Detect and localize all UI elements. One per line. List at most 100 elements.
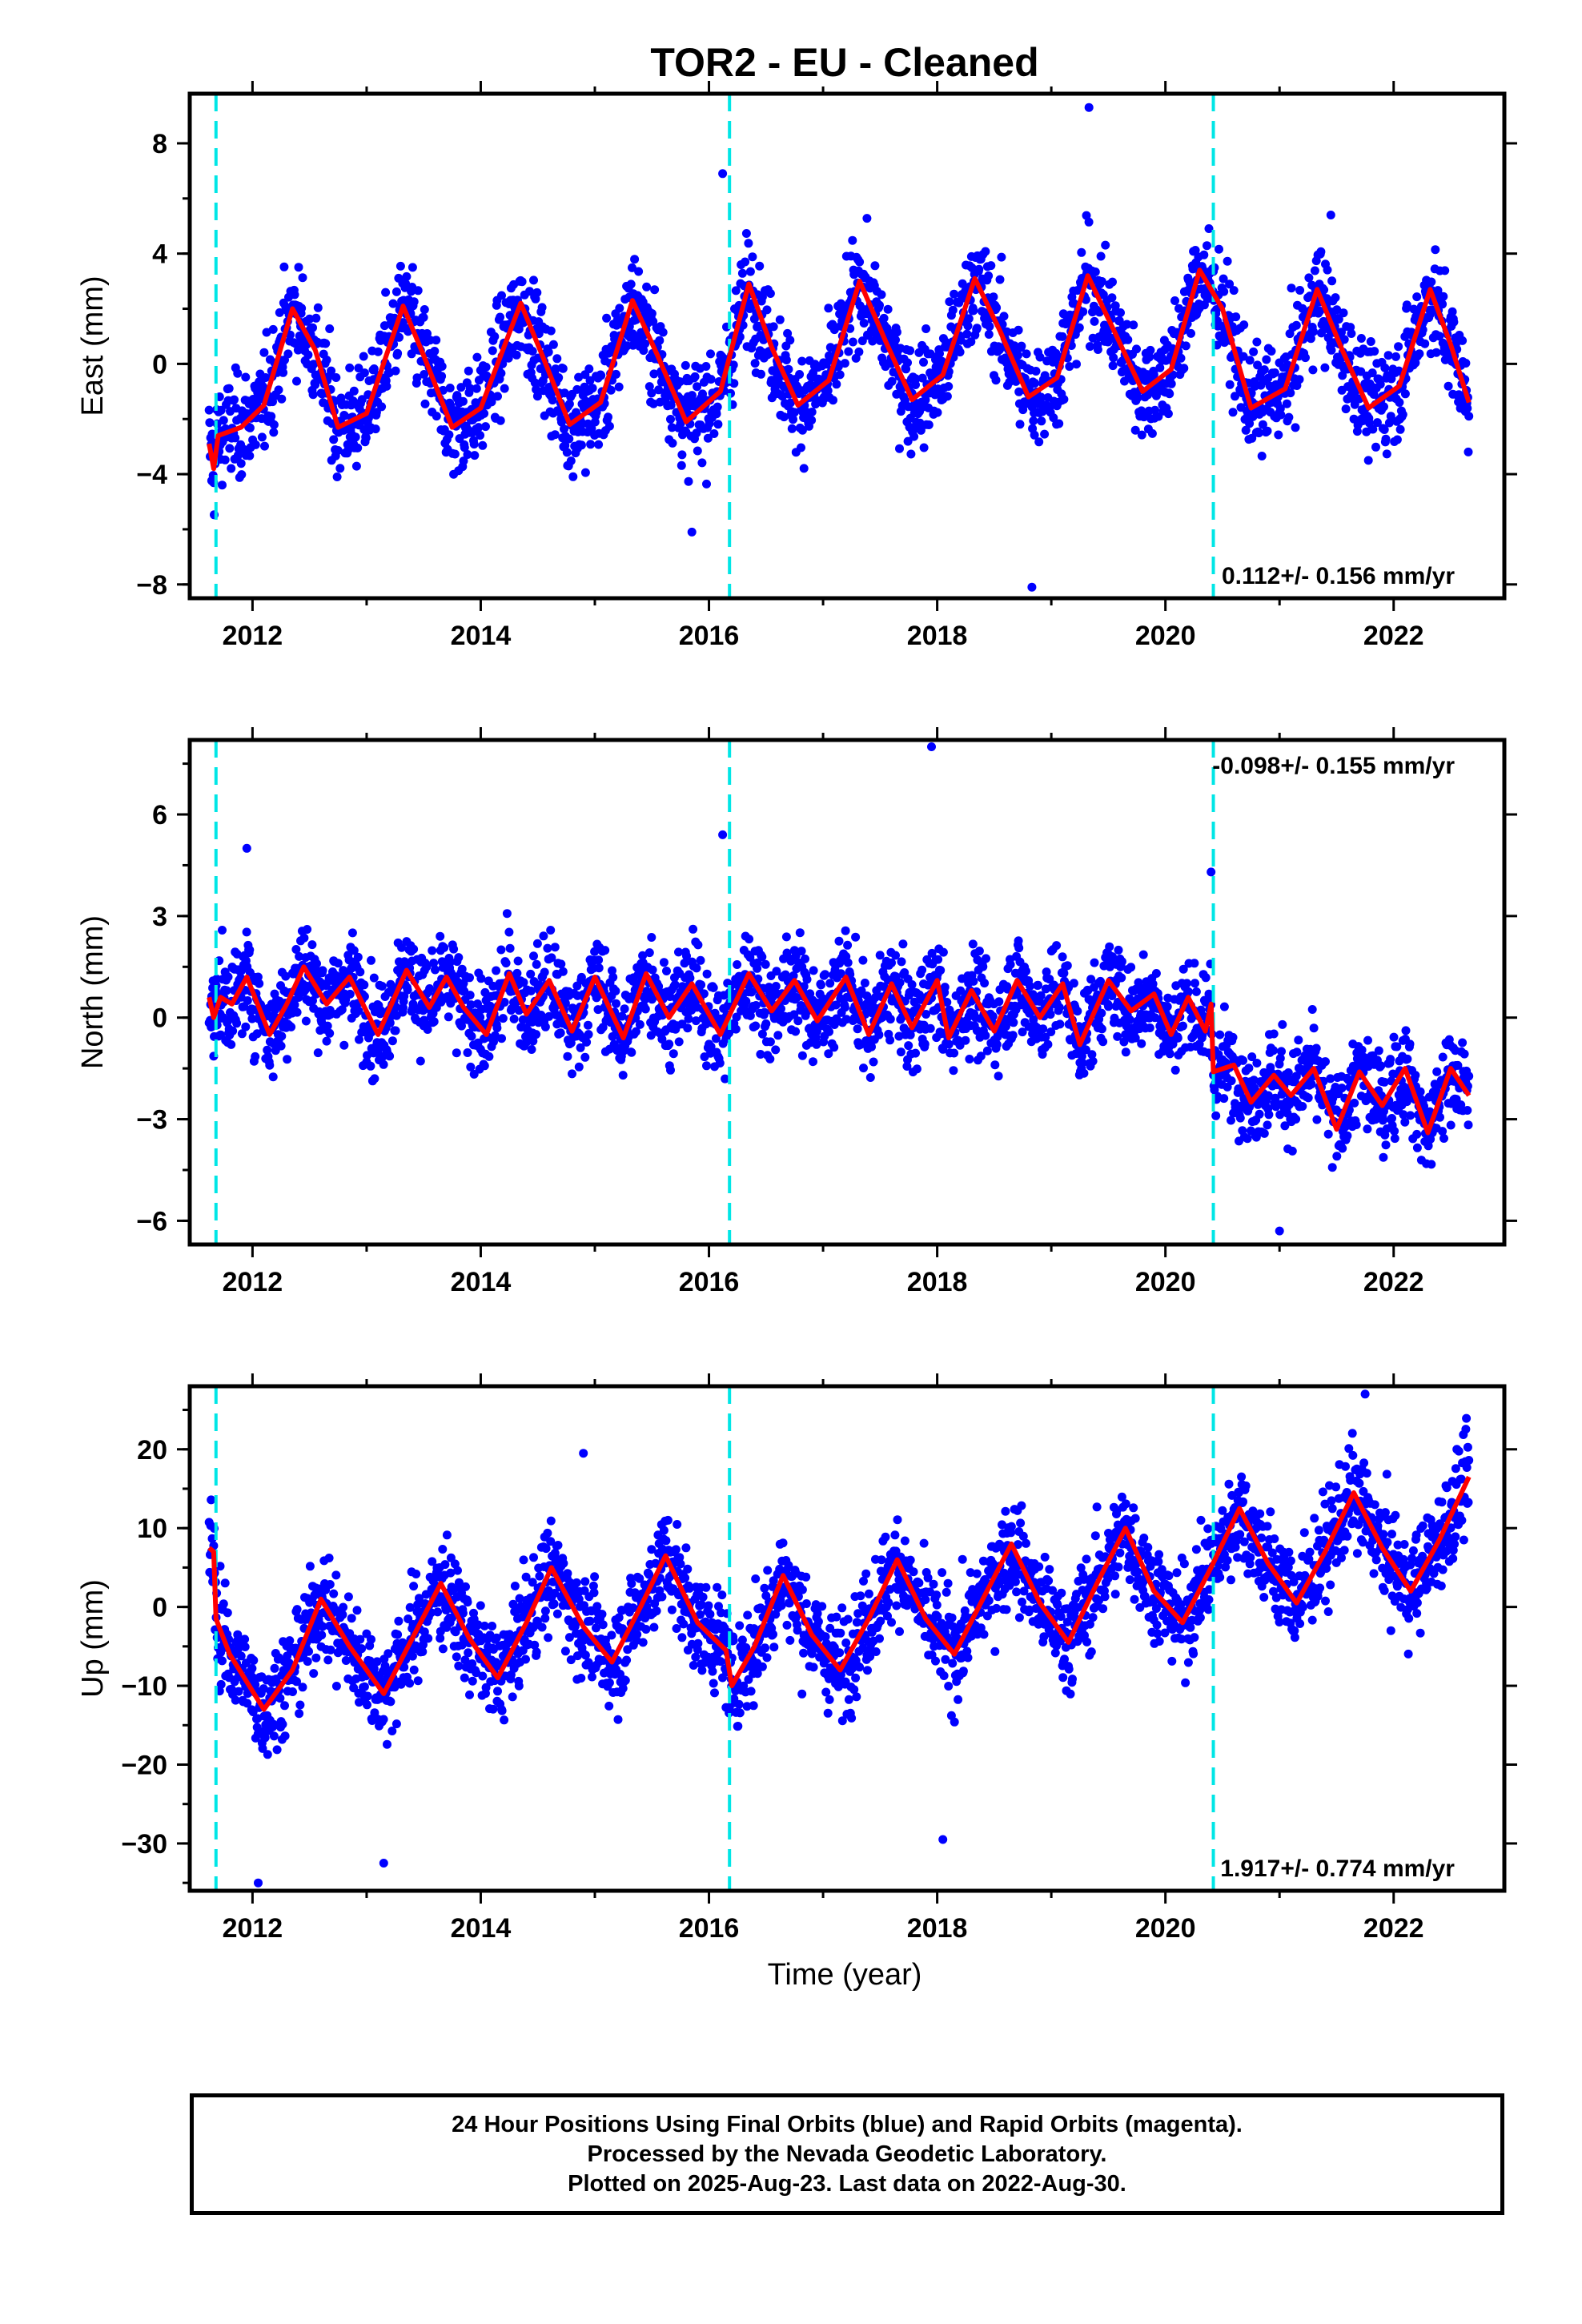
data-point (969, 306, 978, 316)
data-point (1458, 336, 1468, 345)
data-point (1307, 1005, 1317, 1014)
data-point (697, 458, 707, 468)
data-point (1096, 251, 1106, 261)
data-point (550, 430, 560, 440)
data-point (917, 965, 927, 975)
data-point (337, 1005, 347, 1015)
data-point (1129, 320, 1138, 330)
data-point (1215, 1030, 1225, 1039)
data-point (245, 451, 255, 460)
data-point (1368, 424, 1378, 434)
data-point (911, 374, 921, 384)
data-point (982, 1046, 992, 1055)
data-point (1269, 1029, 1279, 1039)
data-point (606, 385, 616, 395)
data-point (1165, 1049, 1174, 1059)
data-point (729, 379, 739, 388)
data-point (1014, 943, 1024, 953)
data-point (741, 229, 751, 238)
data-point (765, 289, 775, 298)
data-point (1166, 379, 1176, 388)
data-point (1173, 1033, 1182, 1043)
data-point (1231, 392, 1239, 401)
data-point (576, 972, 586, 982)
data-point (936, 966, 946, 975)
data-point (994, 1072, 1003, 1081)
data-point (1249, 347, 1259, 356)
data-point (552, 354, 562, 364)
data-point (1191, 987, 1201, 996)
data-point (1054, 419, 1064, 428)
data-point (919, 443, 929, 452)
data-point (465, 973, 474, 983)
data-point (807, 408, 817, 416)
data-point (1280, 1121, 1290, 1131)
data-point (333, 446, 343, 455)
data-point (1069, 979, 1078, 988)
data-point (501, 959, 511, 968)
data-point (1338, 1144, 1347, 1153)
data-point (220, 455, 230, 464)
data-point (994, 997, 1004, 1007)
data-point (1015, 420, 1025, 429)
data-point (347, 928, 357, 938)
data-point (693, 382, 702, 392)
data-point (657, 1035, 667, 1044)
data-point (721, 1074, 730, 1084)
data-point (647, 309, 656, 318)
data-point (413, 286, 423, 296)
data-point (757, 369, 765, 379)
data-point (1137, 1039, 1146, 1048)
data-point (1392, 435, 1402, 444)
data-point (1291, 320, 1301, 330)
data-point (1390, 1126, 1399, 1136)
data-point (369, 973, 379, 983)
data-point (517, 277, 527, 287)
data-point (1319, 285, 1329, 295)
data-point (781, 970, 790, 979)
data-point (841, 926, 850, 935)
data-point (682, 951, 691, 961)
data-point (458, 396, 468, 406)
data-point (1109, 353, 1118, 363)
data-point (242, 927, 251, 937)
data-point (789, 408, 799, 417)
data-point (691, 1016, 701, 1026)
data-point (500, 998, 509, 1007)
data-point (223, 972, 233, 982)
data-point (1326, 1074, 1335, 1084)
data-point (1055, 1019, 1065, 1029)
data-point (1383, 351, 1393, 360)
data-point (1087, 1050, 1097, 1059)
data-point (1078, 1058, 1087, 1068)
data-point (526, 986, 536, 995)
data-point (1101, 240, 1110, 250)
data-point (699, 989, 709, 999)
data-point (745, 1011, 755, 1020)
data-point (584, 364, 594, 374)
data-point (345, 363, 355, 372)
data-point (1270, 368, 1279, 377)
data-point (1331, 1083, 1340, 1092)
data-point (1384, 418, 1394, 428)
data-point (632, 1027, 640, 1036)
data-point (1379, 1077, 1389, 1087)
data-point (1097, 1024, 1106, 1034)
data-point (481, 362, 491, 372)
data-point (1201, 973, 1211, 983)
data-point (540, 1022, 550, 1031)
data-point (401, 279, 411, 288)
data-point (584, 1020, 592, 1030)
data-point (853, 1024, 862, 1034)
data-point (472, 352, 482, 362)
data-point (1390, 1134, 1399, 1144)
data-point (497, 1034, 506, 1043)
data-point (1034, 437, 1044, 447)
data-point (568, 472, 578, 481)
data-point (1065, 362, 1074, 372)
data-point (532, 384, 541, 394)
data-point (980, 979, 990, 988)
data-point (1371, 442, 1380, 452)
data-point (321, 339, 331, 348)
data-point (1046, 1010, 1055, 1019)
